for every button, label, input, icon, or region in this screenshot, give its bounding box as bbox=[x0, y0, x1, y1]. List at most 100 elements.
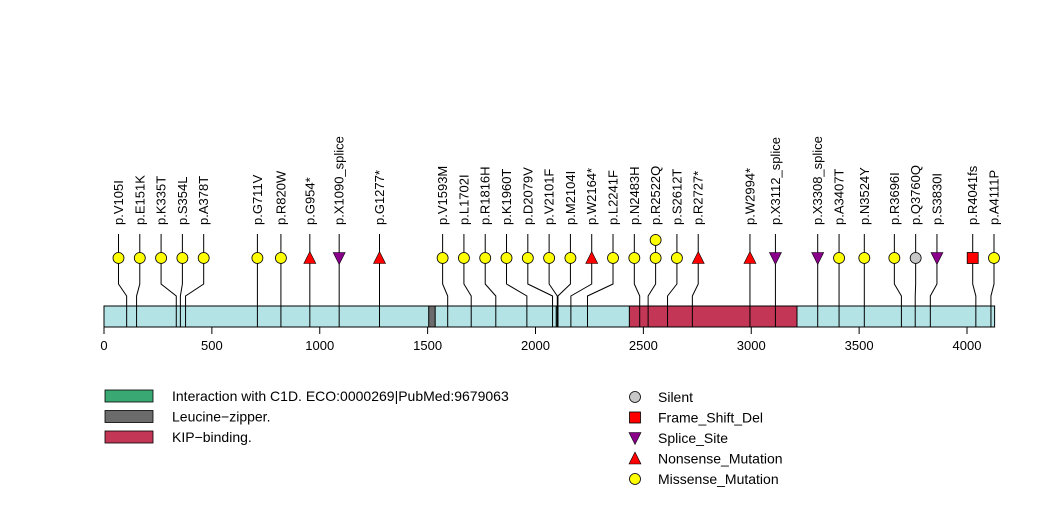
mutation-marker bbox=[543, 252, 556, 264]
connector-line bbox=[117, 258, 128, 306]
mutation-label: p.R4041fs bbox=[965, 165, 980, 225]
connector-line bbox=[442, 258, 449, 306]
mutation-label: p.A3407T bbox=[832, 169, 847, 225]
x-tick-label: 2000 bbox=[521, 338, 550, 353]
mutation-label: p.R3696I bbox=[887, 172, 902, 225]
mutation-legend-label: Splice_Site bbox=[658, 430, 728, 446]
mutation-label: p.R820W bbox=[273, 170, 288, 225]
mutation-labels: p.V105I p.E151K p.K335T p.S354L p.A378T p.G71… bbox=[111, 136, 1002, 225]
domain-legend-swatch bbox=[104, 430, 154, 444]
mutation-marker bbox=[628, 252, 641, 264]
connector-line bbox=[463, 258, 472, 306]
mutation-marker bbox=[133, 252, 146, 264]
mutation-label: p.M2104I bbox=[563, 171, 578, 225]
mutation-marker bbox=[197, 252, 210, 264]
mutation-label: p.V1593M bbox=[435, 166, 450, 225]
connector-line bbox=[633, 258, 641, 306]
mutation-label: p.R1816H bbox=[478, 166, 493, 225]
connector-line bbox=[557, 258, 571, 306]
mutation-label: p.A4111P bbox=[987, 170, 1002, 225]
mutation-label: p.R2522Q bbox=[648, 166, 663, 225]
mutation-marker bbox=[564, 252, 577, 264]
mutation-marker bbox=[303, 250, 317, 264]
connector-line bbox=[586, 258, 614, 306]
mutation-marker bbox=[691, 250, 705, 264]
mutation-label: p.V2101F bbox=[542, 169, 557, 225]
mutation-marker bbox=[811, 252, 825, 266]
mutation-label: p.X3112_splice bbox=[768, 137, 783, 225]
mutation-label: p.V105I bbox=[111, 180, 126, 225]
protein-backbone-group bbox=[103, 305, 996, 328]
mutation-marker bbox=[671, 252, 683, 264]
mutation-label: p.G711V bbox=[250, 174, 265, 225]
mutation-label: p.K335T bbox=[154, 176, 169, 225]
mutation-marker bbox=[768, 252, 782, 266]
mutation-marker bbox=[909, 252, 922, 264]
mutation-label: p.G1277* bbox=[372, 170, 387, 225]
domain-legend: Interaction with C1D. ECO:0000269|PubMed… bbox=[104, 388, 509, 445]
x-tick-label: 500 bbox=[201, 338, 223, 353]
mutation-label: p.S354L bbox=[175, 177, 190, 225]
mutation-label: p.K1960T bbox=[499, 169, 514, 225]
connectors bbox=[117, 258, 995, 306]
connector-line bbox=[570, 258, 593, 306]
mutation-marker bbox=[607, 252, 619, 264]
domain-2 bbox=[628, 305, 798, 328]
connector-line bbox=[893, 258, 902, 306]
mutation-label: p.D2079V bbox=[520, 167, 535, 225]
x-tick-label: 0 bbox=[100, 338, 107, 353]
mutation-marker bbox=[521, 252, 534, 264]
mutation-label: p.N2483H bbox=[627, 166, 642, 225]
domain-legend-label: Leucine−zipper. bbox=[172, 409, 270, 425]
mutation-legend-label: Nonsense_Mutation bbox=[658, 451, 783, 467]
domain-legend-label: KIP−binding. bbox=[172, 429, 252, 445]
x-axis: 0 500 1000 1500 2000 2500 3000 3500 4000 bbox=[100, 327, 981, 353]
mutation-legend-label: Missense_Mutation bbox=[658, 471, 779, 487]
x-tick-label: 3500 bbox=[845, 338, 874, 353]
domain-1 bbox=[428, 305, 436, 328]
mutation-marker bbox=[458, 252, 470, 264]
mutation-marker bbox=[436, 252, 449, 264]
connector-line bbox=[185, 258, 205, 306]
connector-line bbox=[972, 258, 977, 306]
connector-line bbox=[667, 258, 678, 306]
domains bbox=[428, 305, 798, 328]
mutation-marker bbox=[373, 250, 386, 264]
mutation-label: p.E151K bbox=[132, 175, 147, 225]
mutation-label: p.S3830I bbox=[929, 173, 944, 225]
mutation-label: p.W2994* bbox=[742, 168, 757, 225]
mutation-label: p.L2241F bbox=[606, 170, 621, 225]
mutation-marker bbox=[888, 252, 901, 264]
legend-marker bbox=[628, 432, 642, 446]
x-tick-label: 3000 bbox=[737, 338, 766, 353]
mutation-marker bbox=[649, 252, 662, 264]
legend-marker bbox=[629, 473, 641, 485]
mutation-label: p.X1090_splice bbox=[332, 136, 347, 225]
mutation-marker bbox=[930, 252, 944, 266]
mutation-marker bbox=[649, 234, 662, 246]
mutation-label: p.G954* bbox=[302, 177, 317, 225]
mutation-markers bbox=[112, 234, 1000, 266]
mutation-marker bbox=[275, 252, 287, 264]
mutation-marker bbox=[858, 252, 871, 264]
connector-line bbox=[160, 258, 177, 306]
protein-backbone bbox=[103, 305, 996, 328]
domain-legend-label: Interaction with C1D. ECO:0000269|PubMed… bbox=[172, 388, 509, 404]
mutation-label: p.X3308_splice bbox=[810, 136, 825, 225]
connector-line bbox=[136, 258, 141, 306]
x-tick-label: 4000 bbox=[953, 338, 982, 353]
mutation-label: p.Q3760Q bbox=[908, 165, 923, 225]
mutation-marker bbox=[585, 250, 599, 264]
connector-line bbox=[506, 258, 528, 306]
domain-legend-swatch bbox=[104, 389, 154, 403]
mutation-marker bbox=[176, 252, 189, 264]
legend-marker bbox=[629, 411, 641, 424]
mutation-marker bbox=[500, 252, 513, 264]
mutation-label: p.L1702I bbox=[456, 174, 471, 225]
mutation-marker bbox=[332, 252, 346, 266]
mutation-label: p.W2164* bbox=[584, 168, 599, 225]
legend-marker bbox=[629, 391, 641, 403]
connector-line bbox=[548, 258, 558, 306]
mutation-marker bbox=[112, 252, 125, 264]
